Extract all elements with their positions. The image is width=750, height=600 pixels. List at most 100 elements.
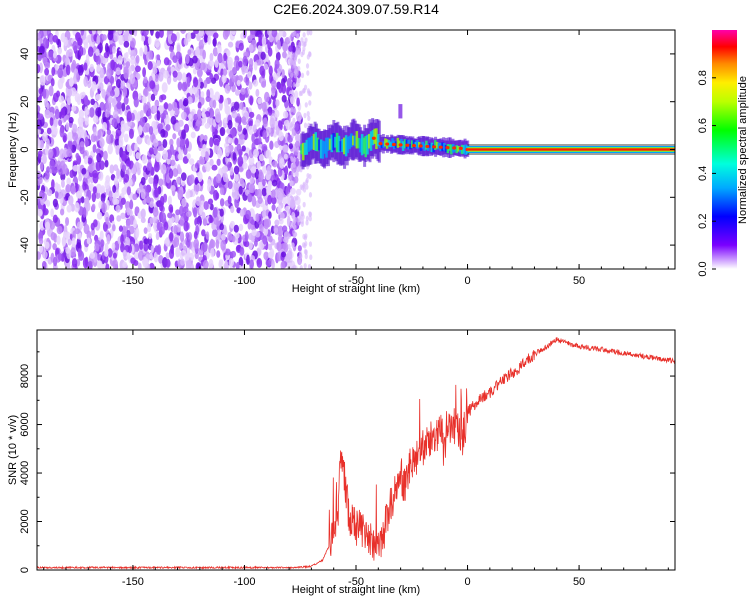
noise-point [294,90,299,100]
noise-point [238,223,244,232]
noise-point [240,87,246,95]
noise-point [275,51,281,61]
noise-point [139,116,145,128]
noise-point [180,172,187,181]
noise-point [242,128,248,135]
noise-point [84,106,88,117]
noise-point [54,108,60,120]
noise-point [255,212,260,223]
noise-point [288,248,293,254]
noise-point [114,138,120,147]
noise-point [72,123,78,134]
noise-point [146,138,151,146]
noise-point [71,105,77,112]
noise-point [96,211,103,220]
noise-point [216,250,221,258]
noise-point [254,119,261,127]
noise-point [83,41,89,49]
noise-point [115,78,122,89]
noise-point [42,208,49,216]
noise-point [149,217,154,225]
noise-point [76,237,81,249]
noise-point [213,144,219,154]
noise-point [128,30,135,35]
noise-point [222,68,228,76]
noise-point [292,219,296,226]
noise-point [250,166,257,174]
noise-point [187,96,193,105]
snr-series [37,337,675,570]
noise-point [305,179,309,186]
noise-point [215,173,222,184]
noise-point [148,262,155,269]
noise-point [140,35,146,42]
noise-point [168,204,174,213]
noise-point [67,238,72,246]
noise-point [222,30,229,40]
noise-point [38,88,43,95]
band-hotspot [425,144,430,149]
noise-point [39,161,44,171]
band-core [364,136,367,158]
noise-point [268,211,272,219]
noise-point [277,225,284,237]
noise-point [62,135,67,143]
signal-band [300,104,675,170]
noise-point [209,203,214,211]
noise-point [167,65,172,72]
noise-point [188,113,193,120]
noise-point [209,137,214,148]
noise-point [268,65,273,76]
noise-point [262,117,268,128]
noise-point [290,180,294,186]
noise-point [305,215,310,222]
noise-point [185,138,190,149]
noise-point [101,34,107,41]
noise-point [194,176,199,186]
noise-point [219,198,225,207]
noise-point [269,117,275,129]
noise-point [77,37,83,46]
band-core [435,141,439,149]
noise-point [248,44,254,53]
band-core [346,136,350,154]
noise-point [278,83,283,94]
noise-point [262,235,268,245]
x-tick-label: -150 [122,576,144,588]
noise-point [169,138,174,147]
carrier-core [467,148,675,151]
band-core [332,133,335,151]
noise-point [267,181,272,192]
noise-point [156,110,161,121]
noise-point [95,55,101,67]
noise-point [147,92,152,103]
noise-point [66,204,72,213]
noise-point [300,218,304,225]
noise-point [209,158,214,167]
noise-point [99,137,105,148]
noise-point [224,84,231,94]
noise-point [90,222,95,231]
noise-point [168,45,174,52]
noise-point [185,191,191,199]
noise-point [44,68,50,76]
noise-point [292,158,296,164]
y-tick-label: -20 [19,189,31,205]
noise-point [52,34,59,43]
noise-point [297,58,301,65]
noise-point [139,240,144,251]
noise-point [171,101,178,112]
noise-point [294,52,299,58]
noise-point [59,160,66,170]
noise-point [195,120,202,127]
band-core [351,135,355,146]
noise-point [253,148,259,158]
bottom-y-axis-label: SNR (10 * v/v) [7,415,19,485]
noise-point [148,177,154,185]
noise-point [118,35,124,46]
y-tick-label: 20 [19,96,31,108]
noise-point [196,109,202,119]
noise-point [153,178,158,190]
noise-point [141,95,147,105]
noise-point [306,172,310,179]
